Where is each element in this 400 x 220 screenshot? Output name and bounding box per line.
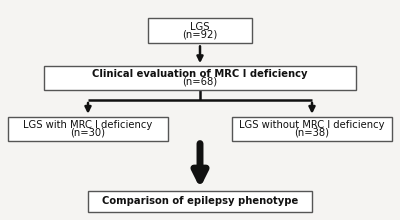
- Text: (n=92): (n=92): [182, 29, 218, 39]
- Text: Comparison of epilepsy phenotype: Comparison of epilepsy phenotype: [102, 196, 298, 206]
- Text: (n=38): (n=38): [294, 127, 330, 137]
- FancyBboxPatch shape: [8, 117, 168, 141]
- FancyBboxPatch shape: [232, 117, 392, 141]
- FancyBboxPatch shape: [148, 18, 252, 44]
- Text: Clinical evaluation of MRC I deficiency: Clinical evaluation of MRC I deficiency: [92, 70, 308, 79]
- FancyBboxPatch shape: [88, 191, 312, 212]
- Text: (n=68): (n=68): [182, 77, 218, 87]
- Text: (n=30): (n=30): [70, 127, 106, 137]
- Text: LGS: LGS: [190, 22, 210, 32]
- FancyBboxPatch shape: [44, 66, 356, 90]
- Text: LGS without MRC I deficiency: LGS without MRC I deficiency: [239, 120, 385, 130]
- Text: LGS with MRC I deficiency: LGS with MRC I deficiency: [23, 120, 153, 130]
